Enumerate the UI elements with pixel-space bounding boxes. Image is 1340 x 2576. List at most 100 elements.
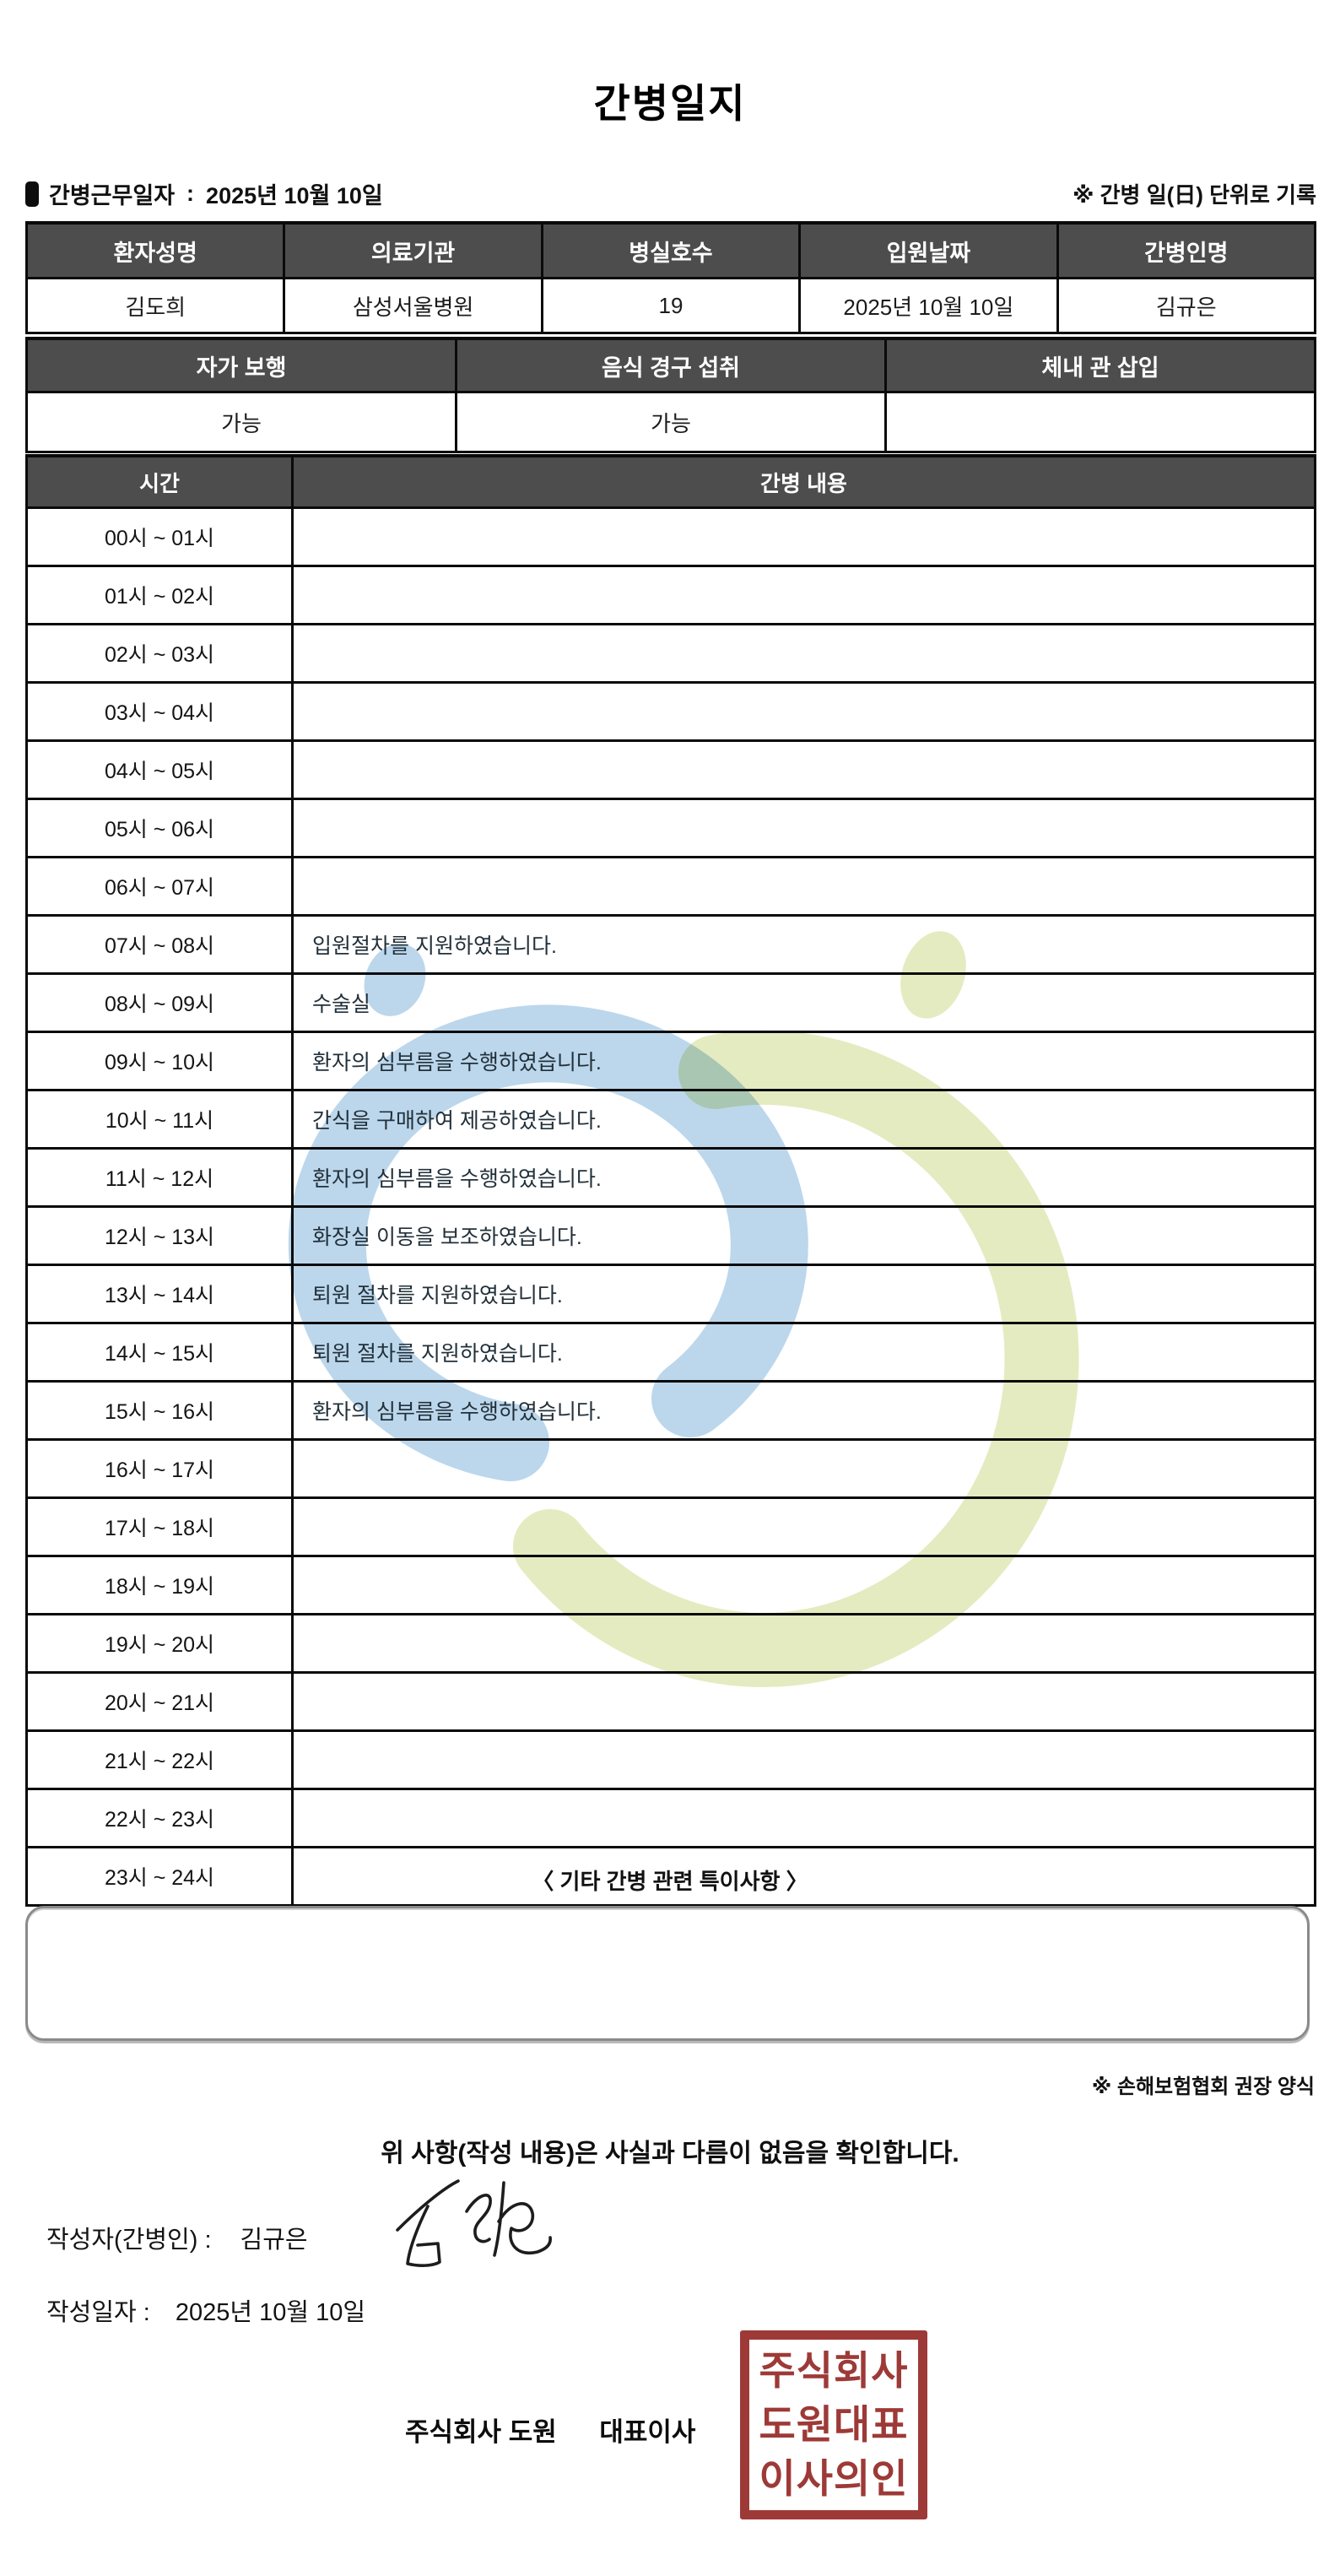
care-log-content-22	[291, 1788, 1316, 1848]
care-log-time-21: 21시 ~ 22시	[25, 1729, 294, 1790]
info-header-cell-0: 환자성명	[24, 221, 286, 279]
care-log-time-20: 20시 ~ 21시	[25, 1671, 294, 1732]
unit-note: ※ 간병 일(日) 단위로 기록	[1073, 182, 1316, 208]
status-value-cell-2	[884, 391, 1316, 453]
care-log-content-14: 퇴원 절차를 지원하였습니다.	[291, 1322, 1316, 1383]
care-log-row-21: 21시 ~ 22시	[25, 1729, 1316, 1790]
author-line: 작성자(간병인) : 김규은	[46, 2220, 308, 2255]
care-log-time-5: 05시 ~ 06시	[25, 798, 294, 858]
meta-row: 간병근무일자 : 2025년 10월 10일 ※ 간병 일(日) 단위로 기록	[25, 177, 1316, 210]
care-log-time-14: 14시 ~ 15시	[25, 1322, 294, 1383]
info-header-cell-3: 입원날짜	[798, 221, 1059, 279]
care-log-table: 시간 간병 내용 00시 ~ 01시 01시 ~ 02시 02시 ~ 03시 03시 …	[25, 454, 1316, 1907]
patient-info-value-row: 김도희 삼성서울병원 19 2025년 10월 10일 김규은	[24, 277, 1317, 334]
work-date-label: 간병근무일자	[49, 183, 176, 208]
care-log-time-15: 15시 ~ 16시	[25, 1380, 294, 1441]
care-log-time-23: 23시 ~ 24시	[25, 1846, 294, 1907]
care-log-header-row: 시간 간병 내용	[25, 454, 1316, 509]
care-log-time-7: 07시 ~ 08시	[25, 914, 294, 975]
care-log-row-16: 16시 ~ 17시	[25, 1438, 1316, 1499]
care-log-time-12: 12시 ~ 13시	[25, 1205, 294, 1266]
care-log-time-2: 02시 ~ 03시	[25, 623, 294, 684]
care-log-content-20	[291, 1671, 1316, 1732]
care-log-row-10: 10시 ~ 11시 간식을 구매하여 제공하였습니다.	[25, 1089, 1316, 1150]
care-log-content-12: 화장실 이동을 보조하였습니다.	[291, 1205, 1316, 1266]
care-log-row-3: 03시 ~ 04시	[25, 681, 1316, 742]
time-column-header: 시간	[25, 454, 294, 509]
care-log-time-18: 18시 ~ 19시	[25, 1555, 294, 1615]
caregiver-signature	[396, 2179, 552, 2267]
care-log-row-13: 13시 ~ 14시 퇴원 절차를 지원하였습니다.	[25, 1264, 1316, 1324]
care-log-row-5: 05시 ~ 06시	[25, 798, 1316, 858]
care-log-content-2	[291, 623, 1316, 684]
square-bullet-icon	[25, 181, 39, 207]
care-log-content-13: 퇴원 절차를 지원하였습니다.	[291, 1264, 1316, 1324]
care-log-row-15: 15시 ~ 16시 환자의 심부름을 수행하였습니다.	[25, 1380, 1316, 1441]
care-log-content-5	[291, 798, 1316, 858]
written-date-line: 작성일자 : 2025년 10월 10일	[46, 2292, 365, 2328]
author-label: 작성자(간병인) :	[46, 2227, 212, 2254]
written-date-value: 2025년 10월 10일	[175, 2299, 366, 2326]
info-value-cell-3: 2025년 10월 10일	[798, 277, 1059, 334]
notes-box	[25, 1906, 1310, 2041]
care-log-row-7: 07시 ~ 08시 입원절차를 지원하였습니다.	[25, 914, 1316, 975]
care-log-content-23	[291, 1846, 1316, 1907]
care-log-content-15: 환자의 심부름을 수행하였습니다.	[291, 1380, 1316, 1441]
author-name: 김규은	[240, 2227, 308, 2254]
care-log-time-10: 10시 ~ 11시	[25, 1089, 294, 1150]
care-log-time-17: 17시 ~ 18시	[25, 1496, 294, 1557]
care-log-row-17: 17시 ~ 18시	[25, 1496, 1316, 1557]
stamp-line-1: 도원대표	[759, 2402, 909, 2447]
care-log-time-0: 00시 ~ 01시	[25, 506, 294, 567]
care-log-time-1: 01시 ~ 02시	[25, 565, 294, 625]
info-value-cell-1: 삼성서울병원	[283, 277, 543, 334]
status-header-cell-1: 음식 경구 섭취	[455, 337, 887, 393]
corporate-seal-stamp: 주식회사 도원대표 이사의인	[740, 2330, 927, 2519]
company-line: 주식회사 도원 대표이사	[405, 2411, 695, 2449]
care-log-content-21	[291, 1729, 1316, 1790]
care-log-row-22: 22시 ~ 23시	[25, 1788, 1316, 1848]
care-log-row-6: 06시 ~ 07시	[25, 856, 1316, 917]
care-log-content-9: 환자의 심부름을 수행하였습니다.	[291, 1031, 1316, 1091]
work-date-value: 2025년 10월 10일	[206, 183, 383, 208]
info-header-cell-4: 간병인명	[1056, 221, 1317, 279]
care-log-row-9: 09시 ~ 10시 환자의 심부름을 수행하였습니다.	[25, 1031, 1316, 1091]
work-date-line: 간병근무일자 : 2025년 10월 10일	[25, 177, 383, 210]
care-log-content-10: 간식을 구매하여 제공하였습니다.	[291, 1089, 1316, 1150]
patient-status-value-row: 가능 가능	[25, 391, 1316, 453]
care-log-content-19	[291, 1613, 1316, 1674]
status-header-cell-0: 자가 보행	[25, 337, 457, 393]
care-log-row-0: 00시 ~ 01시	[25, 506, 1316, 567]
info-header-cell-2: 병실호수	[540, 221, 802, 279]
care-log-row-12: 12시 ~ 13시 화장실 이동을 보조하였습니다.	[25, 1205, 1316, 1266]
care-log-row-8: 08시 ~ 09시 수술실	[25, 972, 1316, 1033]
status-value-cell-0: 가능	[25, 391, 457, 453]
care-log-row-2: 02시 ~ 03시	[25, 623, 1316, 684]
content-column-header: 간병 내용	[291, 454, 1316, 509]
care-log-content-3	[291, 681, 1316, 742]
patient-info-header-row: 환자성명 의료기관 병실호수 입원날짜 간병인명	[24, 221, 1317, 279]
company-representative-title: 대표이사	[599, 2417, 696, 2447]
patient-status-table: 자가 보행 음식 경구 섭취 체내 관 삽입 가능 가능	[25, 337, 1316, 453]
notes-section-title: 〈 기타 간병 관련 특이사항 〉	[532, 1869, 808, 1894]
care-log-row-1: 01시 ~ 02시	[25, 565, 1316, 625]
page-title: 간병일지	[593, 81, 747, 126]
care-log-row-14: 14시 ~ 15시 퇴원 절차를 지원하였습니다.	[25, 1322, 1316, 1383]
care-log-time-22: 22시 ~ 23시	[25, 1788, 294, 1848]
info-header-cell-1: 의료기관	[283, 221, 543, 279]
care-log-content-6	[291, 856, 1316, 917]
care-log-time-8: 08시 ~ 09시	[25, 972, 294, 1033]
status-header-cell-2: 체내 관 삽입	[884, 337, 1316, 393]
recommended-form-note: ※ 손해보험협회 권장 양식	[1091, 2075, 1315, 2098]
care-log-content-16	[291, 1438, 1316, 1499]
info-value-cell-0: 김도희	[24, 277, 286, 334]
care-log-time-9: 09시 ~ 10시	[25, 1031, 294, 1091]
care-log-content-1	[291, 565, 1316, 625]
care-log-content-11: 환자의 심부름을 수행하였습니다.	[291, 1147, 1316, 1208]
care-log-content-8: 수술실	[291, 972, 1316, 1033]
written-date-label: 작성일자 :	[46, 2299, 150, 2326]
care-log-row-19: 19시 ~ 20시	[25, 1613, 1316, 1674]
care-log-time-6: 06시 ~ 07시	[25, 856, 294, 917]
care-log-row-20: 20시 ~ 21시	[25, 1671, 1316, 1732]
